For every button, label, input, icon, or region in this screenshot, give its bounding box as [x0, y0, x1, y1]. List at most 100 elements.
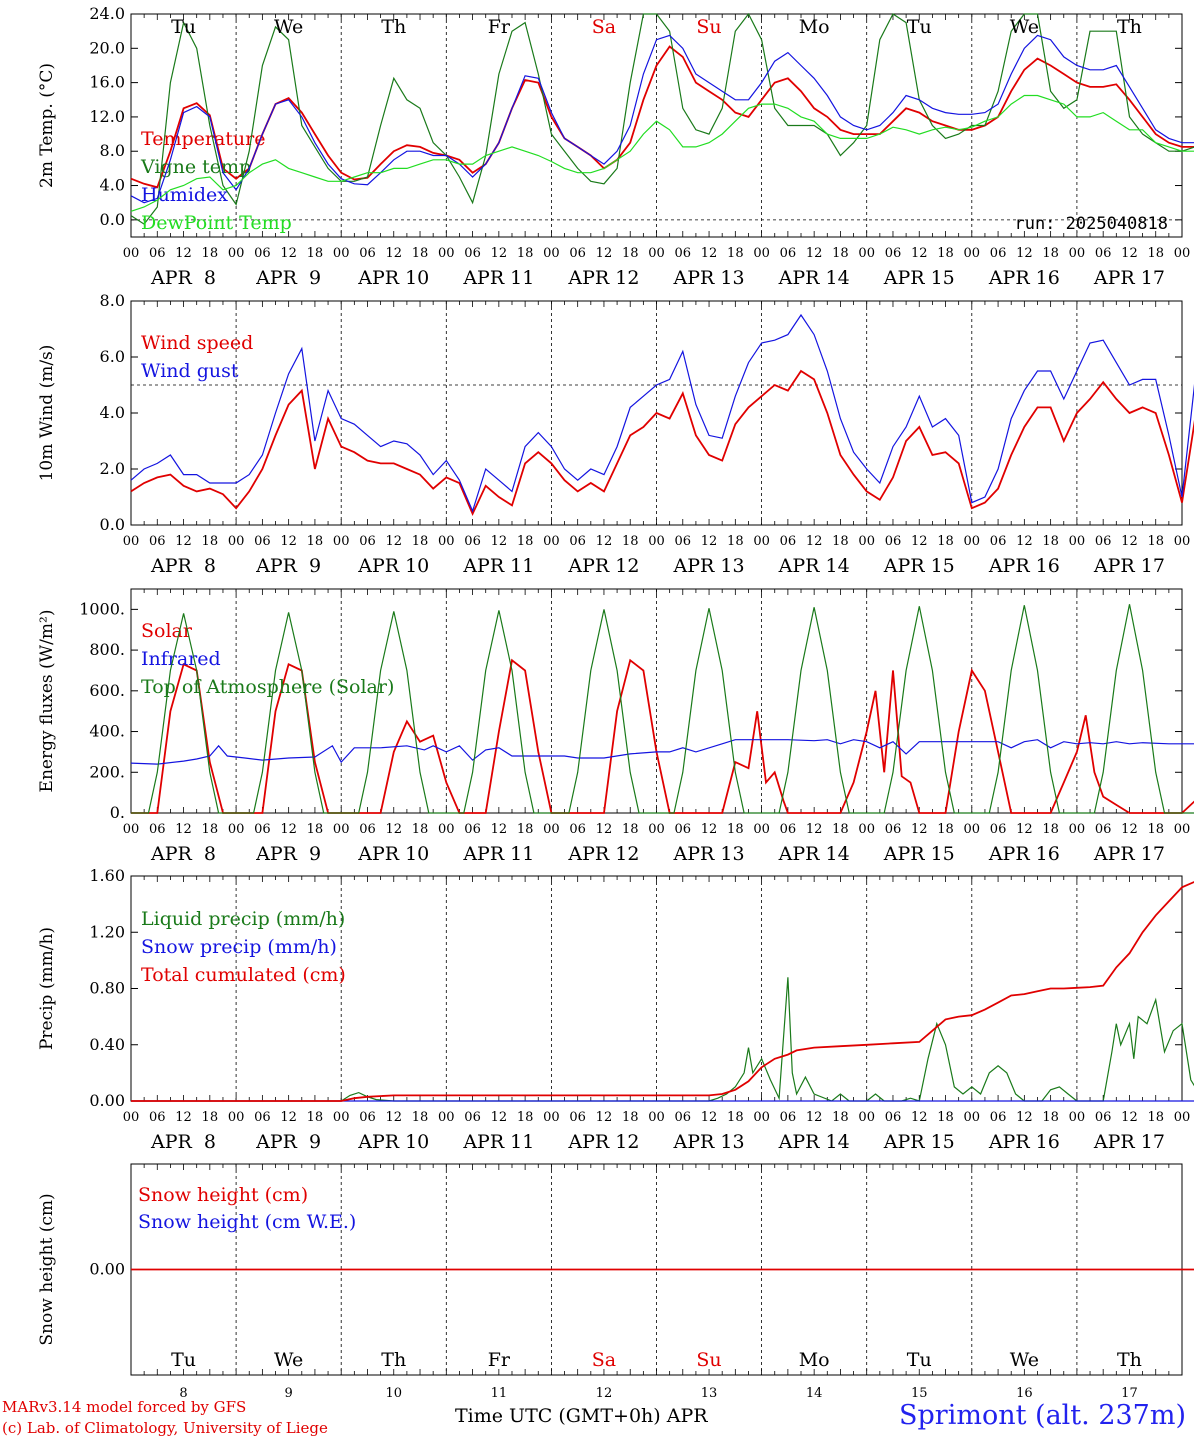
day-of-week-label: Sa	[592, 16, 616, 38]
hour-tick-label: 18	[517, 1110, 534, 1125]
hour-tick-label: 00	[438, 246, 455, 261]
hour-tick-label: 06	[464, 246, 481, 261]
hour-tick-label: 00	[1174, 534, 1191, 549]
hour-tick-label: 18	[727, 822, 744, 837]
hour-tick-label: 12	[385, 1110, 402, 1125]
date-label: APR 13	[673, 555, 745, 577]
date-label: APR 14	[778, 555, 850, 577]
hour-tick-label: 00	[228, 534, 245, 549]
hour-tick-label: 12	[385, 246, 402, 261]
copyright-credit: (c) Lab. of Climatology, University of L…	[2, 1419, 328, 1437]
hour-tick-label: 00	[123, 246, 140, 261]
hour-tick-label: 06	[359, 1110, 376, 1125]
day-of-week-label: Tu	[907, 1349, 932, 1371]
hour-tick-label: 18	[307, 534, 324, 549]
y-tick-label: 400.	[89, 722, 125, 741]
hour-tick-label: 00	[123, 534, 140, 549]
hour-tick-label: 06	[1095, 822, 1112, 837]
hour-tick-label: 00	[438, 534, 455, 549]
hour-tick-label: 00	[333, 1110, 350, 1125]
hour-tick-label: 18	[727, 246, 744, 261]
hour-tick-label: 12	[491, 534, 508, 549]
hour-tick-label: 12	[806, 1110, 823, 1125]
plot-frame	[130, 588, 1183, 814]
date-label: APR 17	[1093, 1131, 1165, 1153]
hour-tick-label: 12	[1121, 1110, 1138, 1125]
hour-tick-label: 00	[858, 1110, 875, 1125]
y-axis-label: 2m Temp. (°C)	[37, 63, 57, 188]
hour-tick-label: 12	[701, 534, 718, 549]
hour-tick-label: 18	[412, 1110, 429, 1125]
hour-tick-label: 00	[858, 822, 875, 837]
date-label: APR 16	[988, 555, 1060, 577]
hour-tick-label: 00	[1174, 246, 1191, 261]
hour-tick-label: 18	[727, 534, 744, 549]
hour-tick-label: 12	[491, 822, 508, 837]
y-tick-label: 0.80	[89, 979, 125, 998]
date-label: APR 8	[150, 267, 216, 289]
hour-tick-label: 00	[1069, 1110, 1086, 1125]
hour-tick-label: 00	[438, 1110, 455, 1125]
hour-tick-label: 12	[491, 1110, 508, 1125]
hour-tick-label: 12	[701, 246, 718, 261]
y-tick-label: 600.	[89, 681, 125, 700]
hour-tick-label: 06	[780, 534, 797, 549]
y-tick-label: 0.	[110, 803, 125, 822]
hour-tick-label: 00	[858, 534, 875, 549]
month-label-text: APR	[666, 1405, 708, 1427]
series-temperature	[130, 45, 1194, 189]
hour-tick-label: 18	[307, 1110, 324, 1125]
date-label: APR 17	[1093, 555, 1165, 577]
day-of-week-label: Th	[1117, 16, 1142, 38]
date-label: APR 9	[255, 1131, 321, 1153]
hour-tick-label: 12	[280, 822, 297, 837]
hour-tick-label: 06	[1095, 246, 1112, 261]
y-tick-label: 1.60	[89, 866, 125, 885]
legend-entry: Wind gust	[141, 360, 239, 382]
date-label: APR 17	[1093, 843, 1165, 865]
hour-tick-label: 12	[596, 246, 613, 261]
series-liquid-precip-mm-h-	[131, 977, 1194, 1102]
hour-tick-label: 06	[149, 822, 166, 837]
hour-tick-label: 18	[202, 1110, 219, 1125]
series-total-cumulated-cm-	[131, 881, 1194, 1102]
hour-tick-label: 00	[228, 822, 245, 837]
hour-tick-label: 00	[543, 246, 560, 261]
hour-tick-label: 00	[333, 822, 350, 837]
hour-tick-label: 06	[990, 534, 1007, 549]
date-label: APR 15	[883, 555, 955, 577]
hour-tick-label: 12	[911, 1110, 928, 1125]
legend-entry: Temperature	[141, 128, 265, 150]
date-label: APR 16	[988, 843, 1060, 865]
hour-tick-label: 18	[622, 1110, 639, 1125]
date-label: APR 14	[778, 1131, 850, 1153]
hour-tick-label: 18	[1042, 822, 1059, 837]
hour-tick-label: 12	[806, 822, 823, 837]
hour-tick-label: 06	[780, 822, 797, 837]
date-label: APR 8	[150, 843, 216, 865]
hour-tick-label: 00	[964, 534, 981, 549]
hour-tick-label: 06	[990, 246, 1007, 261]
series-solar	[131, 658, 1194, 814]
hour-tick-label: 18	[1042, 534, 1059, 549]
panel-wind: 0.0 2.0 4.0 6.0 8.0 10m Wind (m/s) Wind speed W…	[37, 291, 1194, 577]
panel-precip: 0.00 0.40 0.80 1.20 1.60 Precip (mm/h) Liquid …	[37, 866, 1194, 1153]
hour-tick-label: 06	[359, 822, 376, 837]
hour-tick-label: 18	[937, 1110, 954, 1125]
hour-tick-label: 12	[491, 246, 508, 261]
hour-tick-label: 18	[412, 534, 429, 549]
hour-tick-label: 18	[202, 534, 219, 549]
hour-tick-label: 12	[385, 534, 402, 549]
hour-tick-label: 06	[149, 1110, 166, 1125]
series-top-of-atmosphere-solar-	[131, 604, 1194, 814]
date-label: 9	[285, 1386, 293, 1401]
hour-tick-label: 06	[675, 534, 692, 549]
hour-tick-label: 00	[648, 822, 665, 837]
hour-tick-label: 00	[1069, 822, 1086, 837]
hour-tick-label: 18	[727, 1110, 744, 1125]
day-of-week-label: Su	[696, 16, 721, 38]
day-of-week-label: Fr	[488, 16, 511, 38]
date-label: APR 8	[150, 1131, 216, 1153]
date-label: APR 9	[255, 555, 321, 577]
y-tick-label: 8.0	[100, 141, 125, 160]
